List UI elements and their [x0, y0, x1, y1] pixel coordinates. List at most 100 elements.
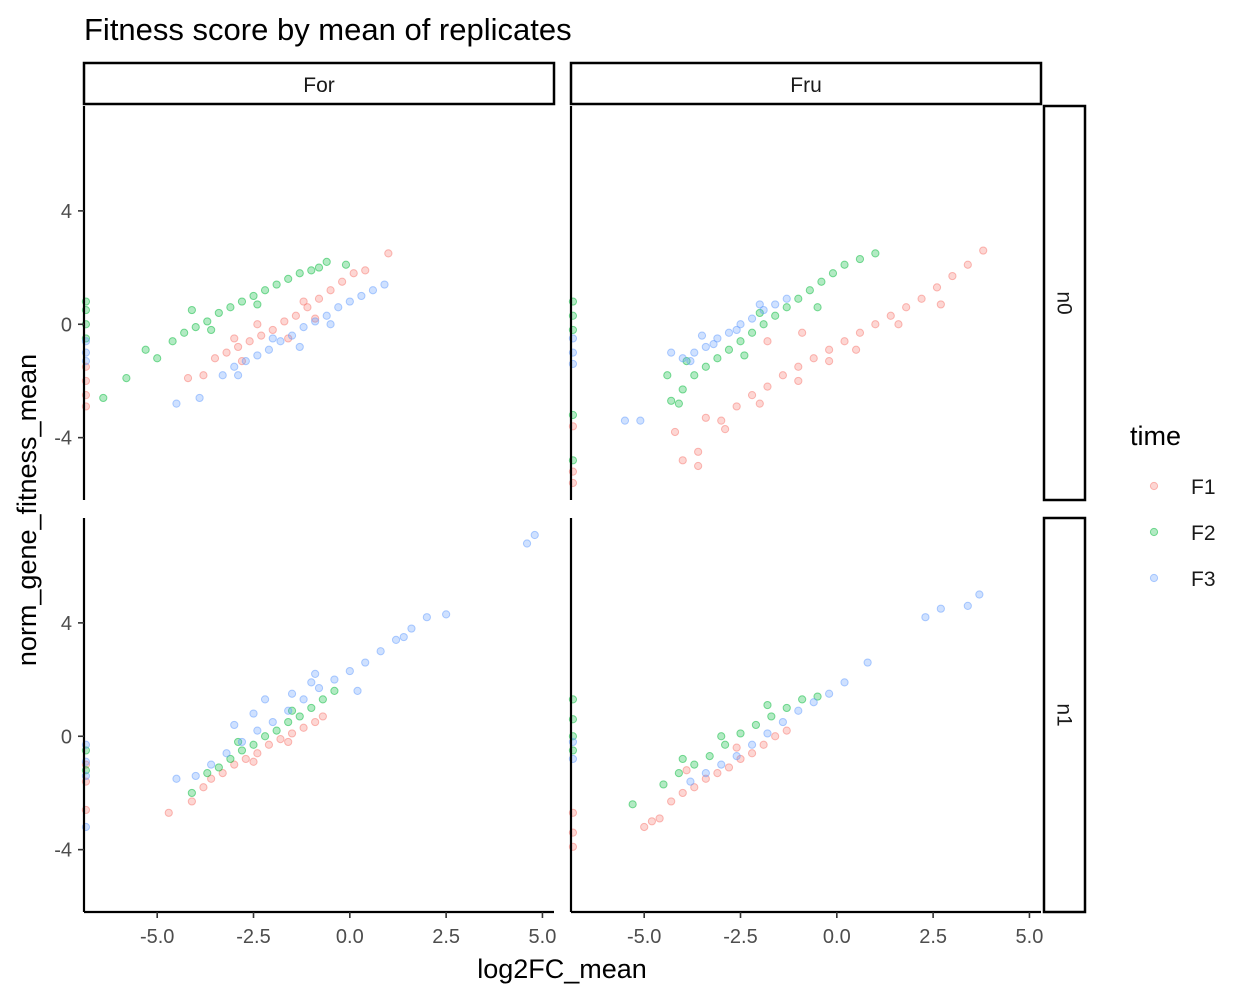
- data-point: [222, 749, 231, 758]
- data-point: [694, 461, 703, 471]
- data-point: [813, 303, 822, 312]
- data-point: [686, 357, 695, 366]
- data-point: [322, 257, 331, 266]
- data-point: [380, 280, 389, 289]
- data-point: [709, 340, 718, 349]
- data-point: [778, 371, 787, 380]
- data-point: [260, 695, 270, 704]
- y-tick-label: -4: [54, 840, 72, 862]
- data-point: [655, 814, 664, 823]
- data-point: [717, 760, 726, 769]
- legend-marker-F1: [1149, 481, 1159, 491]
- data-point: [825, 357, 834, 366]
- x-tick-label: 0.0: [823, 926, 851, 948]
- data-point: [782, 726, 791, 735]
- data-point: [249, 291, 258, 301]
- data-point: [690, 348, 699, 357]
- data-point: [207, 774, 216, 783]
- data-point: [207, 325, 216, 335]
- data-point: [99, 393, 108, 403]
- y-tick-label: 0: [61, 314, 72, 336]
- data-point: [740, 351, 749, 360]
- data-point: [686, 777, 695, 786]
- data-point: [798, 695, 807, 704]
- data-point: [755, 300, 764, 309]
- data-point: [218, 769, 227, 778]
- data-point: [724, 763, 734, 772]
- data-point: [299, 723, 308, 732]
- data-point: [667, 797, 676, 806]
- data-point: [233, 371, 243, 380]
- data-point: [771, 311, 780, 320]
- series-F1: [81, 712, 327, 817]
- data-point: [667, 396, 676, 405]
- data-point: [690, 783, 699, 792]
- data-point: [241, 754, 250, 764]
- data-point: [713, 769, 722, 778]
- legend-label-F3: F3: [1191, 568, 1216, 591]
- data-point: [172, 399, 181, 408]
- x-tick-label: 5.0: [1016, 926, 1044, 948]
- data-point: [732, 325, 741, 335]
- data-point: [813, 692, 822, 701]
- data-point: [782, 294, 791, 303]
- data-point: [678, 754, 687, 764]
- data-point: [817, 277, 826, 286]
- data-point: [963, 601, 972, 610]
- data-point: [349, 269, 358, 278]
- data-point: [280, 317, 289, 326]
- data-point: [307, 678, 316, 687]
- data-point: [384, 249, 393, 258]
- legend-label-F1: F1: [1191, 476, 1216, 499]
- data-point: [763, 729, 772, 738]
- x-tick-label: -2.5: [723, 926, 757, 948]
- data-point: [233, 342, 243, 352]
- facet-strip-label-Fru: Fru: [790, 74, 822, 97]
- data-point: [805, 286, 814, 295]
- data-point: [794, 376, 803, 386]
- data-point: [422, 613, 431, 622]
- data-point: [948, 271, 957, 281]
- data-point: [667, 348, 676, 357]
- data-point: [828, 269, 838, 278]
- data-point: [674, 769, 683, 778]
- data-point: [659, 780, 668, 789]
- data-point: [701, 774, 710, 783]
- data-point: [268, 325, 277, 335]
- data-point: [230, 334, 239, 343]
- data-point: [264, 740, 274, 749]
- data-point: [732, 743, 741, 752]
- data-point: [620, 416, 630, 425]
- y-tick-label: 4: [61, 613, 72, 635]
- data-point: [747, 314, 757, 323]
- data-point: [311, 669, 320, 678]
- data-point: [628, 800, 637, 809]
- data-point: [330, 686, 339, 696]
- data-point: [172, 774, 181, 783]
- data-point: [268, 334, 277, 343]
- data-point: [855, 254, 865, 264]
- data-point: [936, 300, 945, 309]
- data-point: [241, 357, 250, 366]
- data-point: [713, 354, 722, 363]
- data-point: [530, 530, 539, 540]
- data-point: [755, 399, 764, 408]
- data-point: [253, 351, 262, 360]
- series-F1: [568, 726, 791, 851]
- data-point: [636, 416, 645, 425]
- data-point: [794, 294, 803, 303]
- data-point: [736, 337, 745, 346]
- data-point: [218, 371, 227, 380]
- data-point: [442, 610, 451, 619]
- data-point: [326, 286, 335, 295]
- data-point: [307, 703, 316, 713]
- data-point: [295, 342, 304, 352]
- data-point: [272, 726, 281, 735]
- series-F2: [568, 692, 822, 809]
- data-point: [345, 666, 354, 676]
- data-point: [226, 754, 235, 764]
- y-tick-label: -4: [54, 428, 72, 450]
- data-point: [341, 260, 351, 269]
- data-point: [932, 283, 942, 292]
- panel-Fru-n1: -5.0 -2.5 0.0 2.5 5.0: [568, 518, 1044, 948]
